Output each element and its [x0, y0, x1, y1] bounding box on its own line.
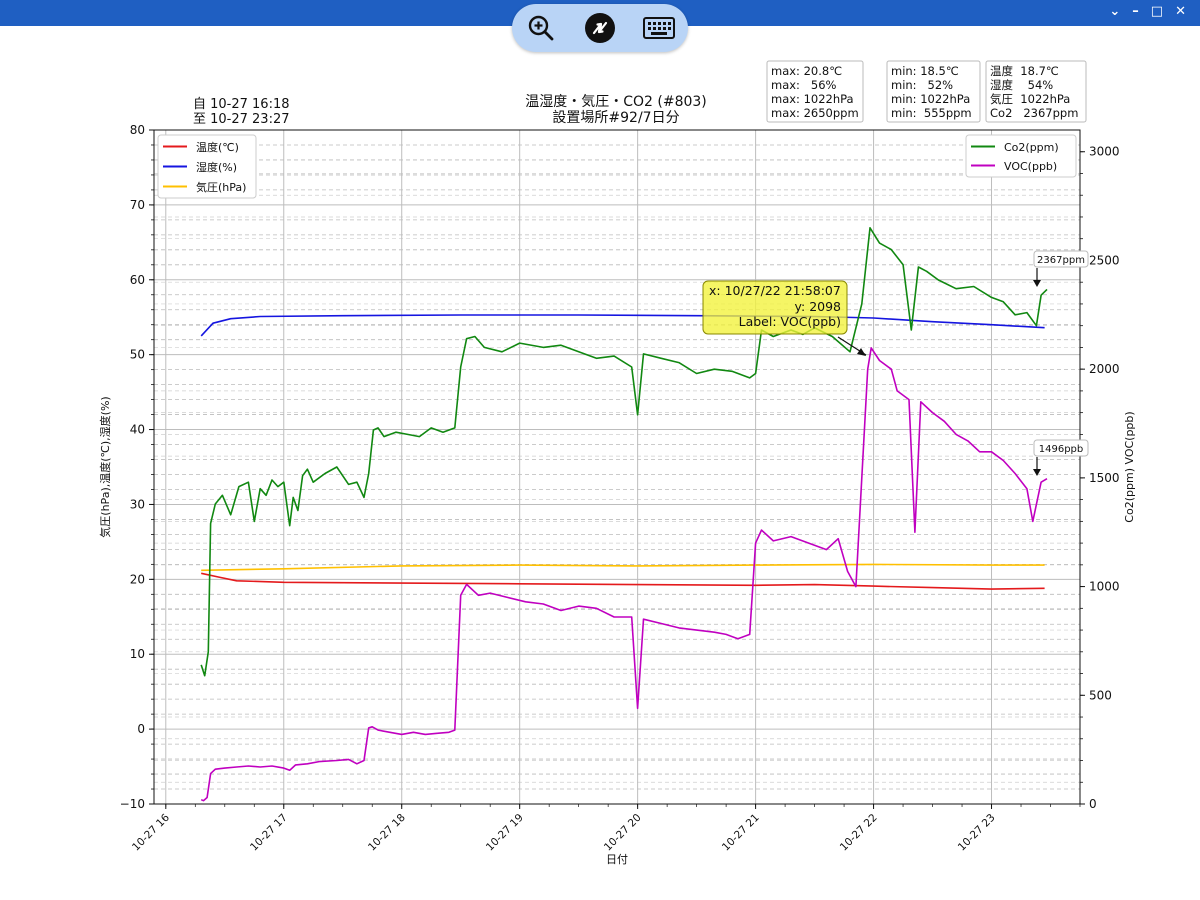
y-left-tick-label: 30 — [130, 497, 145, 511]
range-to: 至 10-27 23:27 — [193, 112, 290, 127]
x-tick-label: 10-27 20 — [602, 812, 644, 854]
hover-tooltip: x: 10/27/22 21:58:07 y: 2098 Label: VOC(… — [702, 280, 867, 356]
y-right-tick-label: 3000 — [1089, 145, 1120, 159]
stats-min-box: min: 18.5℃ min: 52% min: 1022hPa min: 55… — [886, 60, 981, 123]
legend-label-press: 気圧(hPa) — [196, 180, 246, 194]
stats-current-temp: 温度 18.7℃ — [990, 64, 1059, 78]
tooltip-y: y: 2098 — [795, 299, 842, 314]
tooltip-arrowhead — [857, 348, 866, 356]
zoom-in-button[interactable] — [521, 8, 561, 48]
legend-right: Co2(ppm) VOC(ppb) — [965, 134, 1077, 178]
chart-title: 温湿度・気圧・CO2 (#803) — [525, 94, 707, 110]
x-axis-label: 日付 — [606, 853, 628, 866]
window-controls: ⌄ – □ ✕ — [1109, 4, 1186, 20]
y-left-tick-label: 80 — [130, 123, 145, 137]
series-co2 — [200, 227, 1048, 677]
y-axis-left-label: 気圧(hPa),温度(℃),湿度(%) — [98, 396, 112, 537]
callout-voc-arrow — [1033, 469, 1041, 476]
stats-max-box: max: 20.8℃ max: 56% max: 1022hPa max: 26… — [766, 60, 864, 123]
stats-current-hum: 湿度 54% — [990, 78, 1053, 92]
tooltip-x: x: 10/27/22 21:58:07 — [709, 283, 841, 298]
stats-max-press: max: 1022hPa — [771, 92, 854, 106]
stats-current-press: 気圧 1022hPa — [990, 92, 1070, 106]
stats-current-co2: Co2 2367ppm — [990, 106, 1078, 120]
y-axis-right-label: Co2(ppm) VOC(ppb) — [1123, 411, 1136, 522]
keyboard-button[interactable] — [639, 8, 679, 48]
keyboard-icon — [642, 17, 675, 39]
remote-desktop-icon — [584, 13, 615, 43]
series-humidity — [200, 314, 1045, 337]
minimize-icon[interactable]: – — [1132, 4, 1139, 19]
tooltip-box — [702, 280, 848, 335]
callout-voc: 1496ppb — [1033, 439, 1089, 476]
remote-toolbar — [512, 4, 688, 52]
x-tick-label: 10-27 19 — [484, 812, 526, 854]
y-left-tick-label: 60 — [130, 273, 145, 287]
maximize-icon[interactable]: □ — [1150, 4, 1164, 19]
y-left-tick-label: 20 — [130, 572, 145, 586]
series — [200, 227, 1048, 802]
y-right-tick-label: 2500 — [1089, 253, 1120, 267]
y-right-tick-label: 500 — [1089, 688, 1112, 702]
x-tick-label: 10-27 17 — [248, 812, 290, 854]
stats-min-press: min: 1022hPa — [891, 92, 970, 106]
callout-co2: 2367ppm — [1033, 250, 1089, 287]
y-left-tick-label: 40 — [130, 423, 145, 437]
close-icon[interactable]: ✕ — [1175, 4, 1186, 19]
y-right-tick-label: 1500 — [1089, 471, 1120, 485]
stats-max-temp: max: 20.8℃ — [771, 64, 842, 78]
y-right-tick-label: 1000 — [1089, 580, 1120, 594]
callout-co2-arrow — [1033, 280, 1041, 287]
y-right-tick-label: 0 — [1089, 797, 1097, 811]
y-left-tick-label: 50 — [130, 348, 145, 362]
y-left-tick-label: 0 — [137, 722, 145, 736]
remote-desktop-button[interactable] — [580, 8, 620, 48]
y-right-tick-label: 2000 — [1089, 362, 1120, 376]
x-tick-label: 10-27 16 — [130, 811, 172, 853]
stats-min-hum: min: 52% — [891, 78, 953, 92]
tooltip-label: Label: VOC(ppb) — [739, 314, 841, 329]
legend-label-hum: 湿度(%) — [196, 160, 237, 174]
x-tick-label: 10-27 21 — [720, 812, 762, 854]
range-from: 自 10-27 16:18 — [193, 97, 290, 112]
y-left-tick-label: 70 — [130, 198, 145, 212]
plot-frame — [153, 129, 1081, 805]
legend-label-temp: 温度(℃) — [196, 140, 239, 154]
x-tick-label: 10-27 22 — [838, 812, 880, 854]
stats-min-temp: min: 18.5℃ — [891, 64, 959, 78]
legend-left: 温度(℃) 湿度(%) 気圧(hPa) — [157, 134, 257, 199]
series-voc — [200, 347, 1048, 802]
stats-max-co2: max: 2650ppm — [771, 106, 859, 120]
legend-label-voc: VOC(ppb) — [1004, 160, 1057, 173]
zoom-in-icon — [529, 15, 554, 41]
stats-min-co2: min: 555ppm — [891, 106, 972, 120]
callout-co2-text: 2367ppm — [1037, 255, 1085, 266]
x-tick-label: 10-27 23 — [956, 812, 998, 854]
grid — [154, 129, 1080, 805]
stats-max-hum: max: 56% — [771, 78, 837, 92]
series-pressure — [201, 563, 1045, 572]
series-temperature — [201, 572, 1045, 590]
y-left-tick-label: 10 — [130, 647, 145, 661]
chart-subtitle: 設置場所#92/7日分 — [552, 110, 679, 126]
stats-current-box: 温度 18.7℃ 湿度 54% 気圧 1022hPa Co2 2367ppm — [985, 60, 1087, 123]
chevron-down-icon[interactable]: ⌄ — [1109, 4, 1121, 19]
legend-label-co2: Co2(ppm) — [1004, 141, 1059, 154]
y-left-tick-label: −10 — [120, 797, 145, 811]
x-tick-label: 10-27 18 — [366, 812, 408, 854]
callout-voc-text: 1496ppb — [1039, 444, 1084, 455]
